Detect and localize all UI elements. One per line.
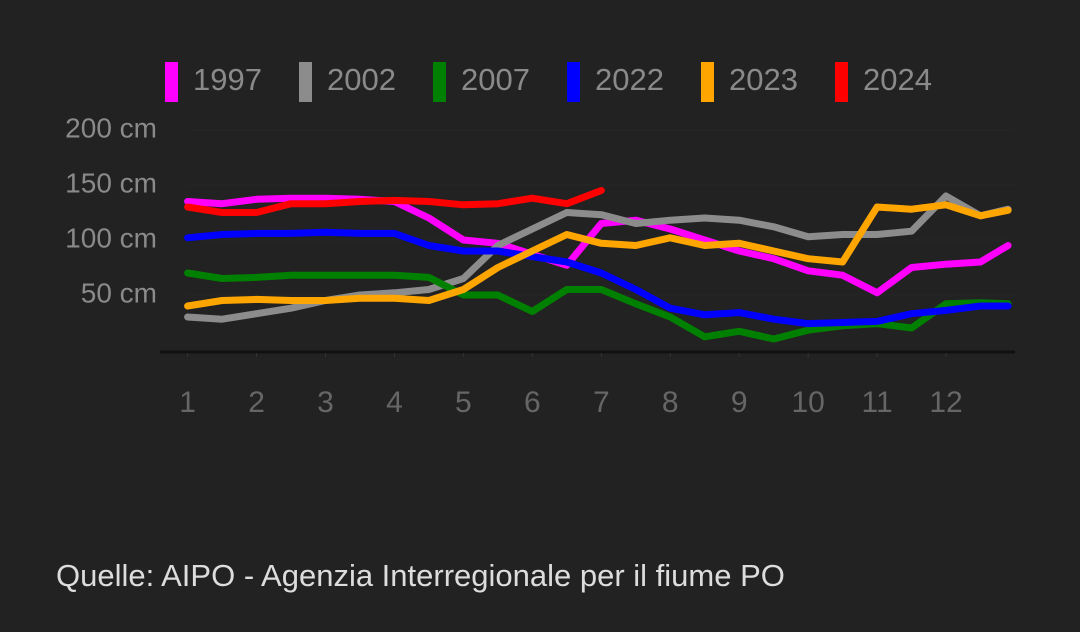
series-line: [184, 201, 1012, 310]
y-tick-label: 150 cm: [65, 167, 157, 198]
series-line: [184, 228, 1012, 328]
x-tick-label: 7: [593, 386, 610, 419]
legend-label: 2024: [863, 62, 932, 97]
x-tick-label: 11: [862, 386, 893, 419]
x-tick-label: 2: [248, 386, 265, 419]
x-tick-label: 12: [929, 386, 962, 419]
x-tick-label: 9: [731, 386, 748, 419]
x-tick-label: 8: [662, 386, 679, 419]
legend-marker: [299, 62, 312, 102]
x-tick-label: 4: [386, 386, 403, 419]
legend-label: 2002: [327, 62, 396, 97]
legend-label: 2022: [595, 62, 664, 97]
x-tick-label: 1: [179, 386, 196, 419]
legend-label: 1997: [193, 62, 262, 97]
legend-marker: [701, 62, 714, 102]
x-tick-label: 6: [524, 386, 541, 419]
legend-label: 2023: [729, 62, 798, 97]
legend-marker: [567, 62, 580, 102]
y-tick-label: 50 cm: [81, 277, 157, 308]
y-tick-label: 100 cm: [65, 222, 157, 253]
y-tick-label: 200 cm: [65, 112, 157, 143]
x-tick-label: 10: [791, 386, 824, 419]
x-tick-label: 5: [455, 386, 472, 419]
legend-marker: [835, 62, 848, 102]
series-line: [184, 187, 605, 216]
x-tick-label: 3: [317, 386, 334, 419]
series-line: [184, 194, 1012, 297]
source-note: Quelle: AIPO - Agenzia Interregionale pe…: [56, 558, 785, 593]
legend-label: 2007: [461, 62, 530, 97]
legend-marker: [165, 62, 178, 102]
legend-marker: [433, 62, 446, 102]
